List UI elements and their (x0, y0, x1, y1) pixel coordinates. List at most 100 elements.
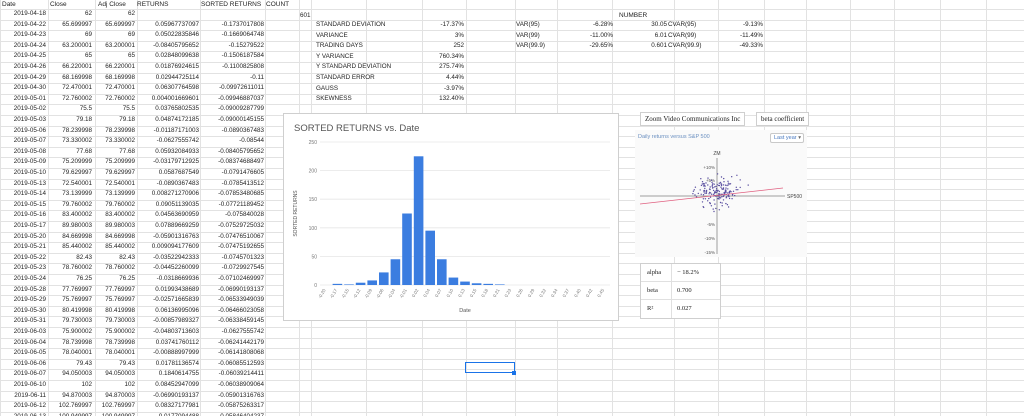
cell-returns[interactable]: 0.04563690959 (155, 211, 199, 218)
cell-sorted-returns[interactable]: -0.05875263317 (218, 402, 264, 409)
cell-sorted-returns[interactable]: -0.08405795652 (218, 148, 264, 155)
stat-label[interactable]: STANDARD ERROR (316, 74, 375, 81)
cell-close[interactable]: 76.25 (76, 275, 92, 282)
cell-returns[interactable]: 0.06307764598 (155, 84, 199, 91)
cell-adj-close[interactable]: 83.400002 (105, 211, 135, 218)
cell-date[interactable]: 2019-04-29 (13, 74, 46, 81)
cell-adj-close[interactable]: 75.769997 (105, 296, 135, 303)
cell-returns[interactable]: 0.0587687549 (158, 169, 199, 176)
cell-close[interactable]: 78.760002 (62, 264, 92, 271)
cell-sorted-returns[interactable]: -0.05901316763 (218, 392, 264, 399)
cell-close[interactable]: 78.040001 (62, 349, 92, 356)
cvar-value[interactable]: -9.13% (743, 21, 763, 28)
cell-sorted-returns[interactable]: -0.09972611011 (219, 84, 264, 91)
cell-sorted-returns[interactable]: -0.11 (250, 74, 264, 81)
cell-returns[interactable]: -0.0890367483 (156, 180, 199, 187)
stat-value[interactable]: -17.37% (440, 21, 464, 28)
cell-date[interactable]: 2019-05-20 (13, 233, 46, 240)
cell-adj-close[interactable]: 65 (127, 52, 135, 59)
cell-sorted-returns[interactable]: -0.1669064748 (221, 31, 264, 38)
var-number[interactable]: 0.601 (651, 42, 667, 49)
cell-close[interactable]: 65 (84, 52, 92, 59)
cell-returns[interactable]: 0.07889669259 (155, 222, 199, 229)
cell-returns[interactable]: 0.03741760112 (155, 339, 199, 346)
cell-close[interactable]: 75.769997 (62, 296, 92, 303)
cell-date[interactable]: 2019-05-08 (13, 148, 46, 155)
cell-returns[interactable]: -0.03179712925 (153, 158, 199, 165)
cell-returns[interactable]: -0.08405795652 (153, 42, 199, 49)
cell-date[interactable]: 2019-05-06 (13, 127, 46, 134)
cell-adj-close[interactable]: 84.669998 (105, 233, 135, 240)
cell-date[interactable]: 2019-05-29 (13, 296, 46, 303)
cell-date[interactable]: 2019-06-10 (13, 381, 46, 388)
cell-adj-close[interactable]: 102.769997 (101, 402, 135, 409)
cell-close[interactable]: 85.440002 (62, 243, 92, 250)
cell-returns[interactable]: -0.01187171003 (153, 127, 199, 134)
cell-sorted-returns[interactable]: -0.0729927545 (221, 264, 264, 271)
cell-date[interactable]: 2019-06-11 (14, 392, 46, 399)
cell-sorted-returns[interactable]: -0.0745701323 (221, 254, 264, 261)
cell-returns[interactable]: -0.04452260099 (153, 264, 199, 271)
cell-close[interactable]: 80.419998 (62, 307, 92, 314)
cell-close[interactable]: 75.209999 (62, 158, 92, 165)
cell-close[interactable]: 83.400002 (62, 211, 92, 218)
cell-date[interactable]: 2019-05-13 (13, 180, 46, 187)
cell-date[interactable]: 2019-05-24 (13, 275, 46, 282)
cell-adj-close[interactable]: 94.050003 (105, 370, 135, 377)
cell-adj-close[interactable]: 72.470001 (105, 84, 135, 91)
cell-date[interactable]: 2019-04-26 (13, 63, 46, 70)
cell-close[interactable]: 78.739998 (62, 339, 92, 346)
cell-sorted-returns[interactable]: -0.05846404237 (200, 412, 264, 416)
cell-date[interactable]: 2019-05-30 (13, 307, 46, 314)
cell-returns[interactable]: 0.04874172185 (155, 116, 199, 123)
cell-date[interactable]: 2019-06-13 (2, 412, 46, 416)
cell-returns[interactable]: 0.06136995096 (155, 307, 199, 314)
cell-returns[interactable]: 0.009094177609 (151, 243, 199, 250)
var-value[interactable]: -29.65% (589, 42, 613, 49)
cell-close[interactable]: 77.68 (76, 148, 92, 155)
cell-adj-close[interactable]: 77.769997 (105, 286, 135, 293)
stat-value[interactable]: 132.40% (439, 95, 464, 102)
cell-close[interactable]: 82.43 (76, 254, 92, 261)
var-number[interactable]: 6.01 (654, 32, 667, 39)
count-value[interactable]: 601 (300, 12, 311, 19)
stat-label[interactable]: Y STANDARD DEVIATION (316, 63, 392, 70)
stat-label[interactable]: STANDARD DEVIATION (316, 21, 386, 28)
cell-sorted-returns[interactable]: -0.06039214411 (218, 370, 264, 377)
cell-sorted-returns[interactable]: -0.06141808068 (218, 349, 264, 356)
cell-date[interactable]: 2019-06-06 (13, 360, 46, 367)
cell-close[interactable]: 94.870003 (62, 392, 92, 399)
cell-sorted-returns[interactable]: -0.09009287799 (218, 105, 264, 112)
cell-close[interactable]: 72.760002 (62, 95, 92, 102)
cell-returns[interactable]: -0.03522942333 (153, 254, 199, 261)
cell-adj-close[interactable]: 66.220001 (105, 63, 135, 70)
cell-adj-close[interactable]: 63.200001 (105, 42, 135, 49)
cell-returns[interactable]: 0.08452947099 (155, 381, 199, 388)
cell-returns[interactable]: -0.00888997999 (153, 349, 199, 356)
cell-adj-close[interactable]: 78.040001 (105, 349, 135, 356)
stat-value[interactable]: 760.34% (439, 53, 464, 60)
cell-date[interactable]: 2019-05-14 (13, 190, 46, 197)
cvar-label[interactable]: CVAR(95) (668, 21, 697, 28)
cell-adj-close[interactable]: 79.730003 (105, 317, 135, 324)
cvar-label[interactable]: CVAR(99.9) (668, 42, 702, 49)
cell-date[interactable]: 2019-05-23 (13, 264, 46, 271)
cell-sorted-returns[interactable]: -0.0890367483 (221, 127, 264, 134)
stat-label[interactable]: VARIANCE (316, 32, 348, 39)
cell-date[interactable]: 2019-05-17 (13, 222, 46, 229)
cell-date[interactable]: 2019-05-02 (13, 105, 46, 112)
cell-adj-close[interactable]: 85.440002 (105, 243, 135, 250)
cell-date[interactable]: 2019-04-18 (13, 10, 46, 17)
cell-returns[interactable]: 0.02848099638 (155, 52, 199, 59)
cell-date[interactable]: 2019-05-15 (13, 201, 46, 208)
header-date[interactable]: Date (2, 1, 16, 8)
stat-label[interactable]: TRADING DAYS (316, 42, 363, 49)
cell-sorted-returns[interactable]: -0.0627555742 (221, 328, 264, 335)
cell-date[interactable]: 2019-05-09 (13, 158, 46, 165)
cell-close[interactable]: 79.18 (76, 116, 92, 123)
cell-close[interactable]: 73.139999 (62, 190, 92, 197)
cell-close[interactable]: 102.769997 (58, 402, 92, 409)
cell-sorted-returns[interactable]: -0.06466023058 (218, 307, 264, 314)
cell-adj-close[interactable]: 78.760002 (105, 264, 135, 271)
cell-date[interactable]: 2019-06-04 (13, 339, 46, 346)
